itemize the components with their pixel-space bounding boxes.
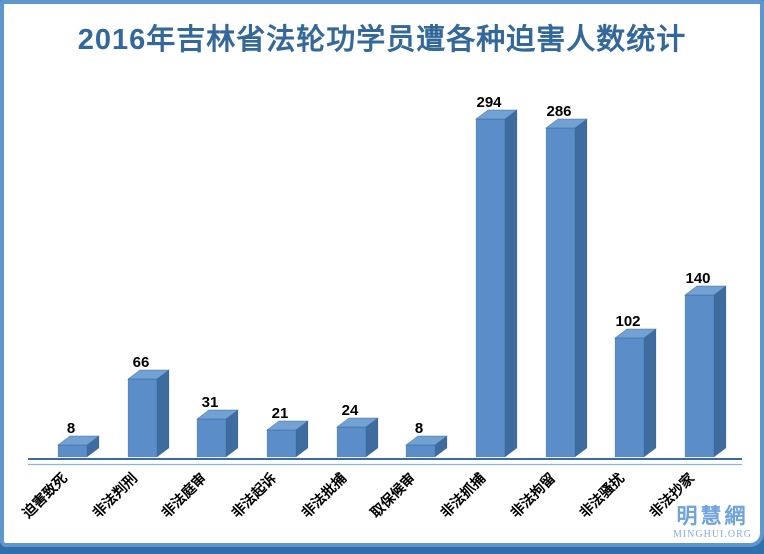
bar-front-face (196, 418, 227, 458)
bar-front-face (684, 294, 715, 458)
bar-side-face (504, 109, 518, 458)
bar-side-face (713, 285, 727, 458)
chart-title: 2016年吉林省法轮功学员遭各种迫害人数统计 (77, 24, 687, 56)
bar-front-face (405, 444, 436, 458)
bar-side-face (574, 118, 588, 458)
bar-side-face (365, 417, 379, 458)
bar-value-label: 24 (342, 402, 359, 419)
bar-group: 21 非法起诉 (228, 405, 310, 521)
bar-value-label: 102 (615, 313, 640, 330)
bar-side-face (225, 409, 239, 458)
bar-group: 66 非法判刑 (89, 354, 171, 521)
bar-front-face (127, 378, 158, 458)
minghui-logo-cjk: 明慧網 (676, 504, 749, 528)
bar-value-label: 294 (476, 94, 502, 111)
bar-group: 140 非法抄家 (646, 270, 728, 521)
bar-side-face (295, 420, 309, 458)
minghui-logo-latin: MINGHUI.ORG (672, 529, 752, 540)
bar-group: 24 非法批捕 (298, 402, 380, 521)
bar-front-face (545, 127, 576, 458)
bar-side-face (643, 328, 657, 458)
category-label: 非法判刑 (89, 470, 140, 521)
bar-side-face (434, 435, 448, 458)
bar-side-face (86, 435, 100, 458)
category-label: 取保候审 (367, 470, 418, 521)
bar-value-label: 140 (685, 270, 710, 287)
category-label: 非法抄家 (646, 469, 698, 521)
bar-value-label: 21 (272, 405, 289, 422)
bar-front-face (57, 444, 88, 458)
bar-group: 8 取保候审 (367, 420, 449, 521)
bar-side-face (156, 369, 170, 458)
category-label: 非法庭审 (158, 470, 209, 521)
category-label: 非法拘留 (507, 470, 558, 521)
minghui-logo: 明慧網 MINGHUI.ORG (673, 506, 752, 540)
bar-front-face (266, 429, 297, 458)
bar-value-label: 8 (67, 420, 75, 437)
bar-value-label: 8 (415, 420, 423, 437)
bar-front-face (475, 118, 506, 458)
bar-value-label: 31 (202, 394, 219, 411)
category-label: 迫害致死 (19, 470, 71, 522)
bar-group: 8 迫害致死 (19, 420, 101, 522)
bar-front-face (614, 337, 645, 458)
bar-value-label: 66 (133, 354, 150, 371)
bar-group: 31 非法庭审 (158, 394, 240, 521)
category-label: 非法抓捕 (437, 470, 488, 521)
bar-group: 102 非法骚扰 (576, 313, 658, 521)
category-label: 非法批捕 (298, 470, 349, 521)
bar-value-label: 286 (546, 103, 571, 120)
bar-front-face (336, 426, 367, 458)
category-label: 非法起诉 (228, 470, 279, 521)
bar-group: 294 非法抓捕 (437, 94, 519, 521)
category-label: 非法骚扰 (576, 470, 627, 521)
